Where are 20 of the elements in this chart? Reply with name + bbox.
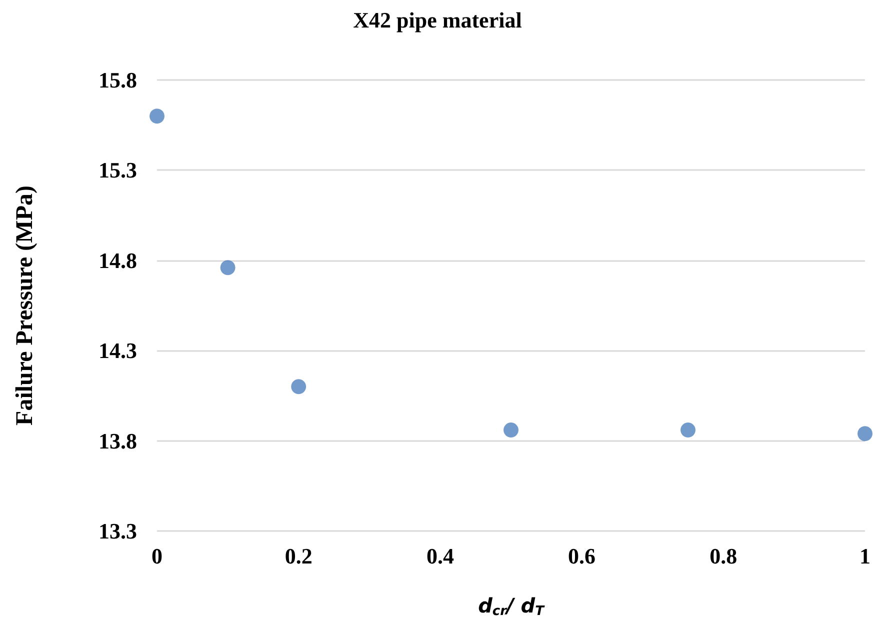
x-tick-label: 0.2	[284, 544, 312, 568]
x-tick-label: 0.6	[568, 544, 596, 568]
point	[680, 422, 696, 438]
y-axis-title: Failure Pressure (MPa)	[12, 186, 38, 426]
x-tick-label: 0.4	[426, 544, 454, 568]
point	[858, 426, 872, 442]
y-tick-label: 15.8	[98, 68, 137, 92]
y-tick-label: 14.8	[98, 248, 137, 273]
point	[220, 260, 236, 276]
y-tick-label: 13.8	[98, 428, 137, 454]
y-tick-label: 13.3	[98, 518, 137, 544]
chart-title: X42 pipe material	[353, 8, 522, 32]
point	[504, 422, 518, 438]
y-tick-label: 15.3	[98, 158, 137, 183]
point	[291, 379, 306, 394]
x-tick-label: 0.8	[710, 544, 738, 568]
point	[150, 108, 164, 124]
y-tick-label: 14.3	[98, 338, 137, 364]
x-tick-label: 0	[152, 544, 162, 568]
x-tick-label: 1	[860, 544, 870, 568]
